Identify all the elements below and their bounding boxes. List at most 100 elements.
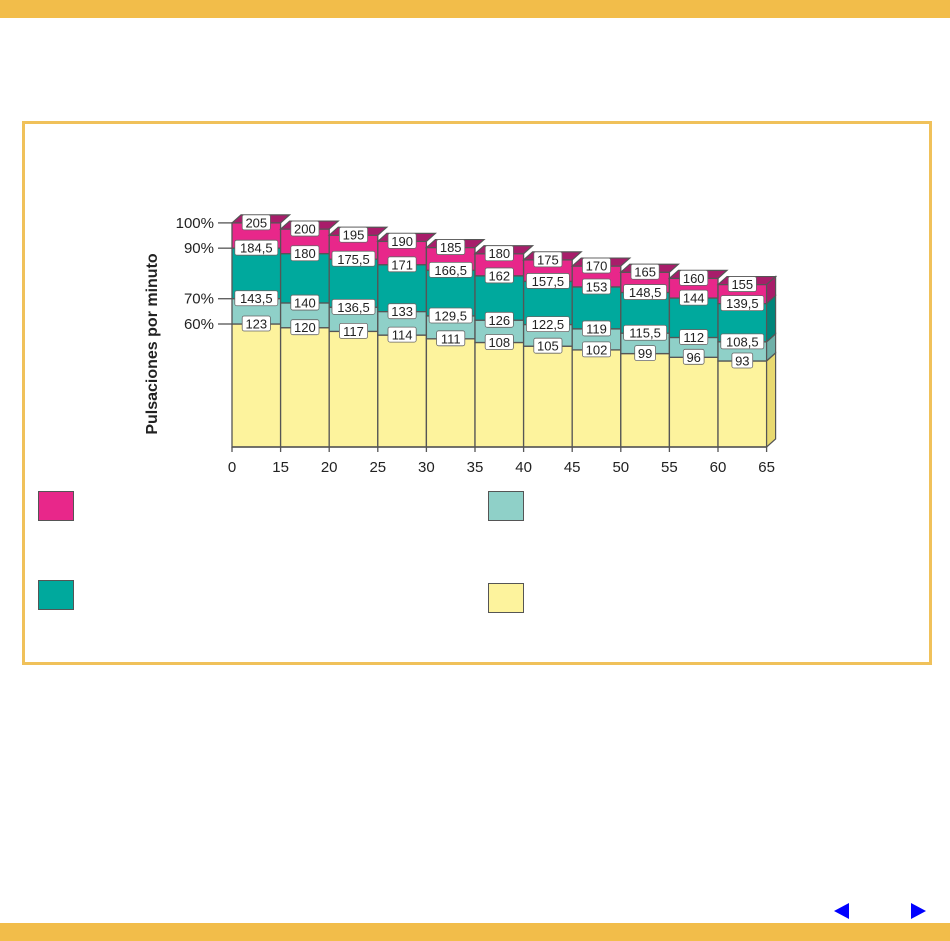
data-label-group: 160 <box>679 269 709 286</box>
data-label: 170 <box>586 259 608 274</box>
bar-segment-base <box>717 360 768 448</box>
bar-segment-base <box>620 352 671 448</box>
x-tick-label: 20 <box>321 459 338 476</box>
data-label-box <box>720 295 765 312</box>
data-label-box <box>720 333 765 350</box>
data-label-box <box>338 322 368 339</box>
data-label-box <box>727 276 757 292</box>
data-label-group: 184,5 <box>234 239 279 256</box>
data-label-box <box>679 289 709 306</box>
data-label-box <box>436 330 466 347</box>
data-label-group: 99 <box>634 345 656 361</box>
bar-side-face <box>765 351 777 449</box>
data-label-box <box>387 326 417 343</box>
data-label-box <box>582 320 612 337</box>
data-label-group: 119 <box>582 320 612 337</box>
data-label-group: 155 <box>727 276 757 292</box>
chart-frame <box>22 121 932 665</box>
data-label-group: 165 <box>630 263 660 280</box>
data-label-box <box>679 269 709 286</box>
data-label: 93 <box>735 353 749 368</box>
x-tick-label: 60 <box>710 459 727 476</box>
data-label-box <box>436 239 466 255</box>
data-label: 96 <box>686 350 700 365</box>
data-label: 112 <box>683 330 704 345</box>
data-label: 143,5 <box>240 291 273 306</box>
data-label-box <box>428 307 473 324</box>
data-label-group: 111 <box>436 330 466 347</box>
data-label-box <box>331 250 376 267</box>
x-tick-label: 65 <box>758 459 775 476</box>
triangle-right-icon <box>911 903 926 919</box>
legend-swatch-zone-lower <box>488 491 524 521</box>
data-label-group: 148,5 <box>623 284 667 300</box>
data-label-group: 162 <box>484 267 514 284</box>
data-label: 120 <box>294 320 316 335</box>
data-label: 162 <box>488 268 510 283</box>
data-label-box <box>290 220 320 237</box>
data-label-group: 115,5 <box>623 324 667 341</box>
data-label: 185 <box>440 240 462 255</box>
data-label-box <box>241 214 271 231</box>
data-label-box <box>582 257 612 274</box>
data-label: 148,5 <box>629 285 662 300</box>
data-label-group: 190 <box>387 232 417 249</box>
data-label: 123 <box>245 317 267 332</box>
data-label: 160 <box>683 271 705 286</box>
data-label-box <box>484 334 514 350</box>
bar-segment-base <box>328 330 379 448</box>
x-tick-label: 50 <box>612 459 629 476</box>
data-label: 102 <box>586 342 608 357</box>
data-label-group: 143,5 <box>234 290 279 307</box>
data-label-group: 185 <box>436 239 466 255</box>
data-label: 184,5 <box>240 241 273 256</box>
data-label-box <box>234 290 279 307</box>
data-label-box <box>387 256 417 273</box>
next-page-button[interactable] <box>908 901 928 921</box>
data-label-group: 144 <box>679 289 709 306</box>
y-tick-label: 60% <box>184 316 214 333</box>
data-label-box <box>682 348 705 365</box>
data-label-box <box>634 345 656 361</box>
data-label-box <box>533 251 563 268</box>
top-accent-bar <box>0 0 950 18</box>
data-label-box <box>484 267 514 284</box>
previous-page-button[interactable] <box>832 901 852 921</box>
data-label-box <box>428 261 473 278</box>
x-tick-label: 35 <box>467 459 484 476</box>
data-label: 165 <box>634 265 656 280</box>
data-label: 180 <box>488 246 510 261</box>
data-label-box <box>338 226 368 243</box>
y-tick-label: 90% <box>184 240 214 257</box>
data-label-group: 136,5 <box>331 298 376 315</box>
data-label-group: 105 <box>533 337 563 354</box>
data-label-box <box>582 278 612 295</box>
bar-segment-base <box>668 356 719 448</box>
data-label-group: 171 <box>387 256 417 273</box>
x-tick-label: 55 <box>661 459 678 476</box>
data-label-group: 166,5 <box>428 261 473 278</box>
data-label: 105 <box>537 339 559 354</box>
data-label-box <box>290 294 320 311</box>
data-label: 195 <box>343 228 365 243</box>
data-label-group: 139,5 <box>720 295 765 312</box>
bottom-accent-bar <box>0 923 950 941</box>
data-label-group: 93 <box>731 352 754 368</box>
data-label-group: 200 <box>290 220 320 237</box>
data-label: 114 <box>392 328 413 343</box>
data-label-group: 195 <box>338 226 368 243</box>
data-label-group: 96 <box>682 348 705 365</box>
data-label-box <box>387 232 417 249</box>
data-label: 205 <box>245 215 267 230</box>
data-label: 129,5 <box>434 308 467 323</box>
data-label-box <box>623 284 667 300</box>
data-label: 119 <box>586 321 607 336</box>
data-label: 108,5 <box>726 334 759 349</box>
data-label-group: 112 <box>679 329 709 345</box>
data-label: 126 <box>488 313 510 328</box>
bar-segment-base <box>425 338 476 448</box>
bar-segment-base <box>231 323 282 448</box>
data-label: 133 <box>391 304 413 319</box>
data-label: 139,5 <box>726 296 759 311</box>
x-tick-label: 30 <box>418 459 435 476</box>
